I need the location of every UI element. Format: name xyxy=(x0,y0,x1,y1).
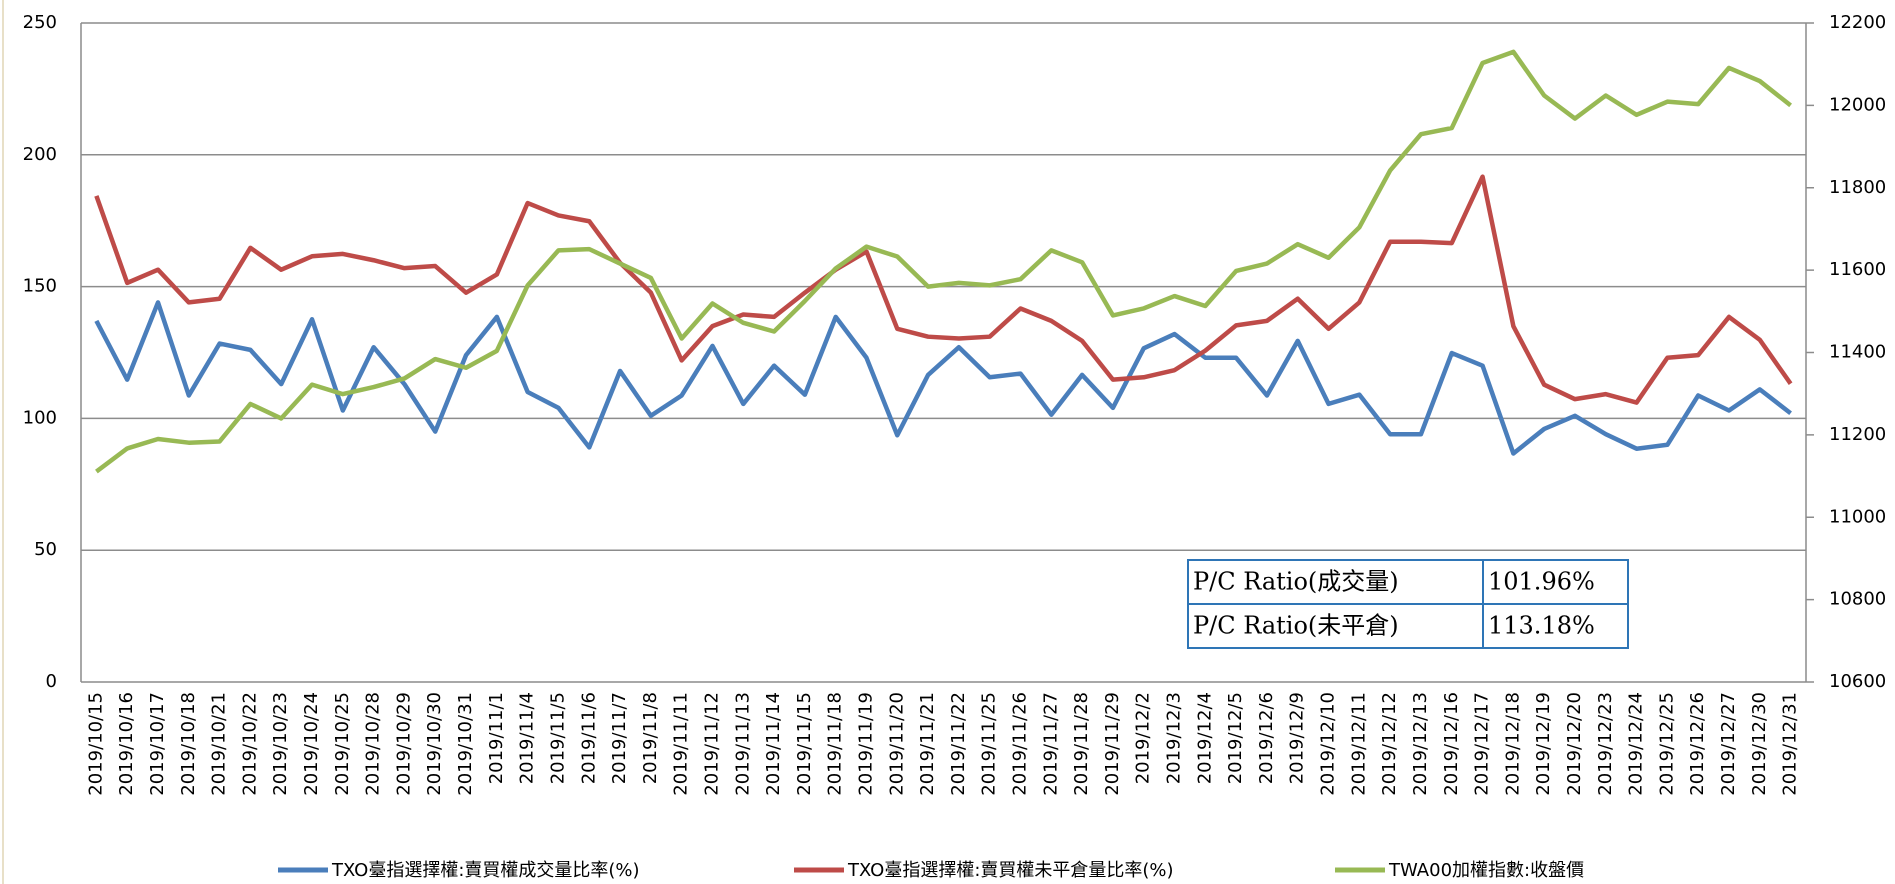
x-tick-label: 2019/11/5 xyxy=(547,692,568,784)
x-tick-label: 2019/11/13 xyxy=(732,692,753,796)
legend-label: TWA00加權指數:收盤價 xyxy=(1388,860,1584,881)
x-tick-label: 2019/11/29 xyxy=(1102,692,1123,796)
legend-label: TXO臺指選擇權:賣買權成交量比率(%) xyxy=(331,860,640,881)
x-tick-label: 2019/11/26 xyxy=(1010,692,1031,796)
table-text: P/C Ratio(未平倉) xyxy=(1193,612,1399,640)
x-tick-label: 2019/12/10 xyxy=(1318,692,1339,796)
x-tick-label: 2019/10/17 xyxy=(147,692,168,796)
y2-tick-label: 10600 xyxy=(1829,671,1886,692)
y-tick-label: 250 xyxy=(23,12,57,33)
y2-tick-label: 10800 xyxy=(1829,589,1886,610)
y-tick-label: 50 xyxy=(34,539,57,560)
x-tick-label: 2019/12/30 xyxy=(1749,692,1770,796)
table-text: 101.96% xyxy=(1488,568,1595,596)
x-tick-label: 2019/11/19 xyxy=(855,692,876,796)
x-tick-label: 2019/10/25 xyxy=(332,692,353,796)
x-tick-label: 2019/12/6 xyxy=(1256,692,1277,784)
x-tick-label: 2019/11/22 xyxy=(948,692,969,796)
table-cell xyxy=(1482,603,1629,649)
x-tick-label: 2019/11/6 xyxy=(578,692,599,784)
y-tick-label: 150 xyxy=(23,276,57,297)
x-tick-label: 2019/11/11 xyxy=(671,692,692,796)
x-tick-label: 2019/10/24 xyxy=(301,692,322,796)
x-tick-label: 2019/10/18 xyxy=(178,692,199,796)
y2-tick-label: 11200 xyxy=(1829,424,1886,445)
y2-tick-label: 11000 xyxy=(1829,506,1886,527)
y-tick-label: 0 xyxy=(46,671,57,692)
x-tick-label: 2019/10/22 xyxy=(239,692,260,796)
x-tick-label: 2019/12/4 xyxy=(1194,692,1215,784)
x-tick-label: 2019/12/23 xyxy=(1595,692,1616,796)
x-tick-label: 2019/10/28 xyxy=(363,692,384,796)
x-tick-label: 2019/12/25 xyxy=(1656,692,1677,796)
x-tick-label: 2019/11/14 xyxy=(763,692,784,796)
x-tick-label: 2019/12/27 xyxy=(1718,692,1739,796)
y2-tick-label: 12200 xyxy=(1829,12,1886,33)
x-tick-label: 2019/10/15 xyxy=(85,692,106,796)
x-tick-label: 2019/11/15 xyxy=(794,692,815,796)
x-tick-label: 2019/11/4 xyxy=(517,692,538,784)
x-tick-label: 2019/11/21 xyxy=(917,692,938,796)
x-tick-label: 2019/10/16 xyxy=(116,692,137,796)
y-tick-label: 200 xyxy=(23,144,57,165)
x-tick-label: 2019/10/30 xyxy=(424,692,445,796)
x-tick-label: 2019/12/3 xyxy=(1164,692,1185,784)
x-tick-label: 2019/12/5 xyxy=(1225,692,1246,784)
x-tick-label: 2019/12/31 xyxy=(1780,692,1801,796)
x-tick-label: 2019/11/7 xyxy=(609,692,630,784)
x-tick-label: 2019/11/18 xyxy=(825,692,846,796)
x-tick-label: 2019/12/24 xyxy=(1626,692,1647,796)
x-tick-label: 2019/12/17 xyxy=(1472,692,1493,796)
x-tick-label: 2019/12/13 xyxy=(1410,692,1431,796)
x-tick-label: 2019/10/23 xyxy=(270,692,291,796)
x-tick-label: 2019/12/20 xyxy=(1564,692,1585,796)
x-tick-label: 2019/12/26 xyxy=(1687,692,1708,796)
x-tick-label: 2019/12/9 xyxy=(1287,692,1308,784)
y2-tick-label: 11800 xyxy=(1829,177,1886,198)
x-tick-label: 2019/11/27 xyxy=(1040,692,1061,796)
line-series xyxy=(95,49,1792,474)
x-tick-label: 2019/11/28 xyxy=(1071,692,1092,796)
x-tick-label: 2019/10/31 xyxy=(455,692,476,796)
x-tick-label: 2019/11/1 xyxy=(486,692,507,784)
x-tick-label: 2019/12/2 xyxy=(1133,692,1154,784)
line-series xyxy=(94,174,1793,405)
x-tick-label: 2019/12/11 xyxy=(1348,692,1369,796)
x-tick-label: 2019/12/12 xyxy=(1379,692,1400,796)
y-tick-label: 100 xyxy=(23,407,57,428)
table-text: P/C Ratio(成交量) xyxy=(1193,568,1399,596)
x-tick-label: 2019/12/16 xyxy=(1441,692,1462,796)
x-tick-label: 2019/11/25 xyxy=(979,692,1000,796)
x-tick-label: 2019/11/8 xyxy=(640,692,661,784)
x-tick-label: 2019/11/20 xyxy=(886,692,907,796)
x-tick-label: 2019/11/12 xyxy=(701,692,722,796)
x-tick-label: 2019/10/21 xyxy=(209,692,230,796)
x-tick-label: 2019/10/29 xyxy=(393,692,414,796)
y2-tick-label: 11600 xyxy=(1829,259,1886,280)
y2-tick-label: 11400 xyxy=(1829,342,1886,363)
x-tick-label: 2019/12/19 xyxy=(1533,692,1554,796)
table-text: 113.18% xyxy=(1488,612,1595,640)
line-series xyxy=(94,300,1792,456)
y2-tick-label: 12000 xyxy=(1829,94,1886,115)
x-tick-label: 2019/12/18 xyxy=(1502,692,1523,796)
legend-label: TXO臺指選擇權:賣買權未平倉量比率(%) xyxy=(847,860,1174,881)
table-cell xyxy=(1187,603,1484,649)
